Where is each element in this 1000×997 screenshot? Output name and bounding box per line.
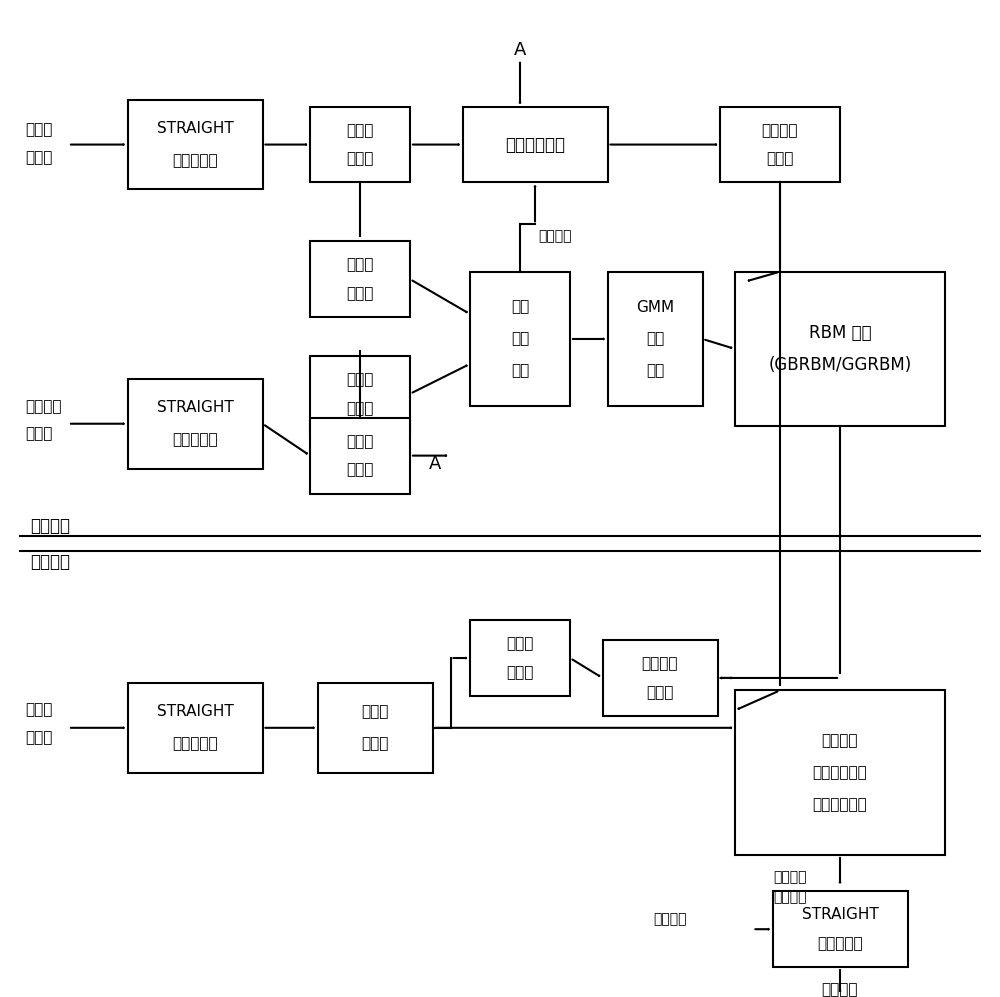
Text: 声学子空: 声学子空 (642, 656, 678, 671)
Text: 谱特征: 谱特征 (346, 401, 374, 416)
Text: 转换频谱: 转换频谱 (773, 869, 807, 884)
Text: 源说话: 源说话 (25, 122, 52, 138)
Text: 分析合成器: 分析合成器 (172, 153, 218, 168)
Text: RBM 训练: RBM 训练 (809, 324, 871, 342)
Text: STRAIGHT: STRAIGHT (802, 907, 878, 922)
Text: 时间: 时间 (511, 331, 529, 347)
Text: 人语音: 人语音 (25, 730, 52, 746)
Text: 训练阶段: 训练阶段 (30, 517, 70, 535)
Text: 间划分: 间划分 (766, 152, 794, 166)
Text: 络特征: 络特征 (346, 152, 374, 166)
Text: 对齐函数: 对齐函数 (538, 229, 572, 243)
Bar (470, 620, 570, 696)
Text: A: A (429, 455, 441, 473)
Text: 包络特征: 包络特征 (773, 889, 807, 904)
Bar (735, 272, 945, 427)
Text: 声学子空: 声学子空 (762, 123, 798, 138)
Text: 分析合成器: 分析合成器 (817, 936, 863, 951)
Text: 率输出准则）: 率输出准则） (813, 797, 867, 813)
Bar (310, 356, 410, 432)
Bar (602, 640, 718, 716)
Bar (772, 891, 908, 967)
Bar (735, 691, 945, 855)
Bar (470, 272, 570, 407)
Text: 源说话: 源说话 (25, 702, 52, 718)
Bar (720, 107, 840, 182)
Text: 间索引: 间索引 (646, 685, 674, 700)
Text: STRAIGHT: STRAIGHT (157, 704, 233, 720)
Text: 频谱转换: 频谱转换 (822, 733, 858, 749)
Text: GMM: GMM (636, 299, 674, 315)
Text: 高层频: 高层频 (346, 372, 374, 387)
Bar (318, 683, 432, 773)
Text: 分析合成器: 分析合成器 (172, 432, 218, 448)
Text: 谱特征: 谱特征 (506, 665, 534, 680)
Bar (310, 241, 410, 317)
Text: 转换阶段: 转换阶段 (30, 553, 70, 571)
Text: 模型: 模型 (646, 331, 664, 347)
Text: 动态时间规整: 动态时间规整 (505, 136, 565, 154)
Text: 目标说话: 目标说话 (25, 399, 62, 415)
Text: STRAIGHT: STRAIGHT (157, 400, 233, 416)
Text: 分析合成器: 分析合成器 (172, 736, 218, 752)
Text: 规整: 规整 (511, 363, 529, 379)
Text: 频谱包: 频谱包 (346, 434, 374, 449)
Text: 人语音: 人语音 (25, 150, 52, 166)
Text: （最大后验概: （最大后验概 (813, 765, 867, 781)
Text: STRAIGHT: STRAIGHT (157, 121, 233, 137)
Bar (462, 107, 608, 182)
Bar (128, 379, 262, 469)
Bar (608, 272, 702, 407)
Text: A: A (514, 41, 526, 59)
Text: 络特征: 络特征 (361, 736, 389, 752)
Text: 高层频: 高层频 (506, 636, 534, 651)
Bar (310, 418, 410, 494)
Text: 动态: 动态 (511, 299, 529, 315)
Text: 谱特征: 谱特征 (346, 286, 374, 301)
Text: 频谱包: 频谱包 (361, 704, 389, 720)
Text: (GBRBM/GGRBM): (GBRBM/GGRBM) (768, 356, 912, 374)
Text: 频谱包: 频谱包 (346, 123, 374, 138)
Bar (310, 107, 410, 182)
Text: 高层频: 高层频 (346, 257, 374, 272)
Text: 训练: 训练 (646, 363, 664, 379)
Text: 络特征: 络特征 (346, 463, 374, 478)
Bar (128, 100, 262, 189)
Text: 转换基频: 转换基频 (653, 912, 687, 926)
Text: 转换语音: 转换语音 (822, 982, 858, 997)
Text: 人语音: 人语音 (25, 426, 52, 442)
Bar (128, 683, 262, 773)
